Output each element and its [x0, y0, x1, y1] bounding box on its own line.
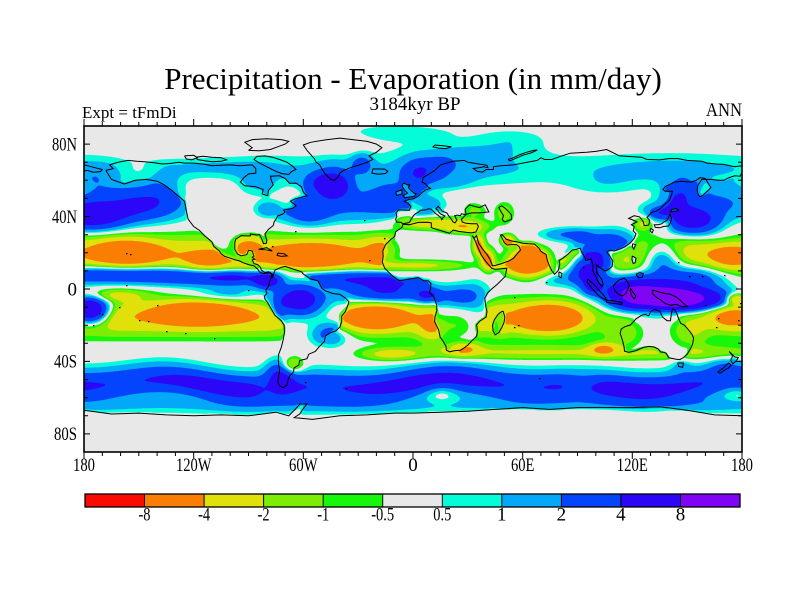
svg-text:1: 1: [497, 505, 507, 526]
svg-text:80S: 80S: [54, 424, 77, 445]
svg-text:3184kyr BP: 3184kyr BP: [370, 94, 461, 115]
svg-text:-1: -1: [317, 505, 329, 526]
svg-text:2: 2: [557, 505, 567, 526]
svg-text:80N: 80N: [52, 134, 77, 155]
svg-text:60W: 60W: [289, 455, 318, 476]
svg-text:Expt = tFmDi: Expt = tFmDi: [82, 103, 177, 122]
svg-text:-0.5: -0.5: [371, 505, 394, 526]
svg-text:180: 180: [73, 455, 95, 476]
svg-text:8: 8: [676, 505, 686, 526]
svg-text:-2: -2: [258, 505, 270, 526]
svg-text:0: 0: [68, 279, 78, 300]
svg-text:40N: 40N: [52, 207, 77, 228]
svg-text:120E: 120E: [617, 455, 648, 476]
svg-text:-4: -4: [198, 505, 210, 526]
svg-text:60E: 60E: [511, 455, 535, 476]
svg-text:40S: 40S: [54, 352, 77, 373]
svg-text:ANN: ANN: [706, 100, 742, 121]
svg-text:0: 0: [408, 455, 418, 476]
svg-text:120W: 120W: [176, 455, 212, 476]
svg-text:4: 4: [616, 505, 626, 526]
svg-text:-8: -8: [139, 505, 151, 526]
svg-text:0.5: 0.5: [433, 505, 451, 526]
svg-text:180: 180: [731, 455, 753, 476]
svg-text:Precipitation - Evaporation (i: Precipitation - Evaporation (in mm/day): [164, 61, 662, 96]
